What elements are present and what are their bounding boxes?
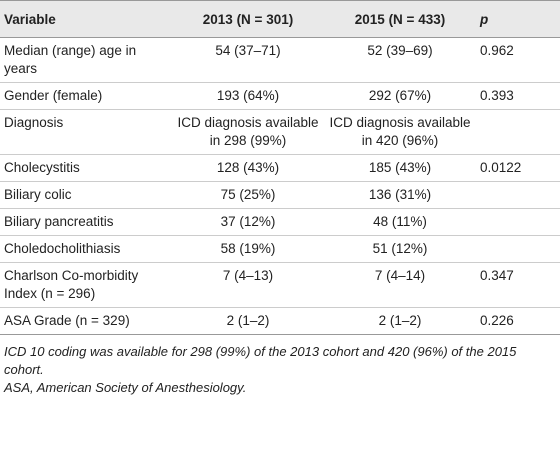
table-body: Median (range) age in years 54 (37–71) 52 … [0, 37, 560, 335]
table-cell: 128 (43%) [172, 154, 324, 182]
table-cell [476, 235, 560, 263]
table-cell: ASA Grade (n = 329) [0, 307, 172, 335]
header-cell: Variable [0, 0, 172, 38]
data-table: Variable 2013 (N = 301) 2015 (N = 433) p Me… [0, 0, 560, 335]
table-row: Biliary pancreatitis 37 (12%) 48 (11%) [0, 208, 560, 236]
header-row: Variable 2013 (N = 301) 2015 (N = 433) p [0, 0, 560, 38]
table-cell: Median (range) age in years [0, 37, 172, 83]
table-cell [476, 208, 560, 236]
table-cell: Choledocholithiasis [0, 235, 172, 263]
table-cell: 0.347 [476, 262, 560, 308]
table-cell: Gender (female) [0, 82, 172, 110]
table-cell: Biliary colic [0, 181, 172, 209]
table-cell: ICD diagnosis available in 420 (96%) [324, 109, 476, 155]
table-cell: 54 (37–71) [172, 37, 324, 83]
footnotes: ICD 10 coding was available for 298 (99%… [0, 335, 560, 397]
table-cell: Biliary pancreatitis [0, 208, 172, 236]
table-cell [476, 181, 560, 209]
table-cell: 292 (67%) [324, 82, 476, 110]
table-cell: 0.0122 [476, 154, 560, 182]
table-cell: Diagnosis [0, 109, 172, 155]
table-cell: 7 (4–13) [172, 262, 324, 308]
table-cell: 2 (1–2) [324, 307, 476, 335]
table-row: Cholecystitis 128 (43%) 185 (43%) 0.0122 [0, 154, 560, 182]
table-cell: 0.393 [476, 82, 560, 110]
table-row: Choledocholithiasis 58 (19%) 51 (12%) [0, 235, 560, 263]
table-cell: 48 (11%) [324, 208, 476, 236]
table-row: Biliary colic 75 (25%) 136 (31%) [0, 181, 560, 209]
table-cell: 51 (12%) [324, 235, 476, 263]
table-cell [476, 109, 560, 155]
table-cell: Charlson Co-morbidity Index (n = 296) [0, 262, 172, 308]
table-cell: Cholecystitis [0, 154, 172, 182]
footnote: ASA, American Society of Anesthesiology. [4, 380, 247, 395]
table-row: Median (range) age in years 54 (37–71) 52 … [0, 37, 560, 83]
header-cell: 2013 (N = 301) [172, 0, 324, 38]
table-cell: 75 (25%) [172, 181, 324, 209]
table-row: Gender (female) 193 (64%) 292 (67%) 0.393 [0, 82, 560, 110]
table-cell: 52 (39–69) [324, 37, 476, 83]
table-cell: ICD diagnosis available in 298 (99%) [172, 109, 324, 155]
table-cell: 58 (19%) [172, 235, 324, 263]
table-cell: 37 (12%) [172, 208, 324, 236]
table-cell: 0.226 [476, 307, 560, 335]
table-cell: 185 (43%) [324, 154, 476, 182]
table-row: ASA Grade (n = 329) 2 (1–2) 2 (1–2) 0.226 [0, 307, 560, 335]
table-cell: 0.962 [476, 37, 560, 83]
table-cell: 7 (4–14) [324, 262, 476, 308]
footnote: ICD 10 coding was available for 298 (99%… [4, 344, 517, 377]
header-cell: p [476, 0, 560, 38]
table-row: Charlson Co-morbidity Index (n = 296) 7 (… [0, 262, 560, 308]
table-cell: 193 (64%) [172, 82, 324, 110]
table-cell: 136 (31%) [324, 181, 476, 209]
table-cell: 2 (1–2) [172, 307, 324, 335]
header-cell: 2015 (N = 433) [324, 0, 476, 38]
table-row: Diagnosis ICD diagnosis available in 298 … [0, 109, 560, 155]
